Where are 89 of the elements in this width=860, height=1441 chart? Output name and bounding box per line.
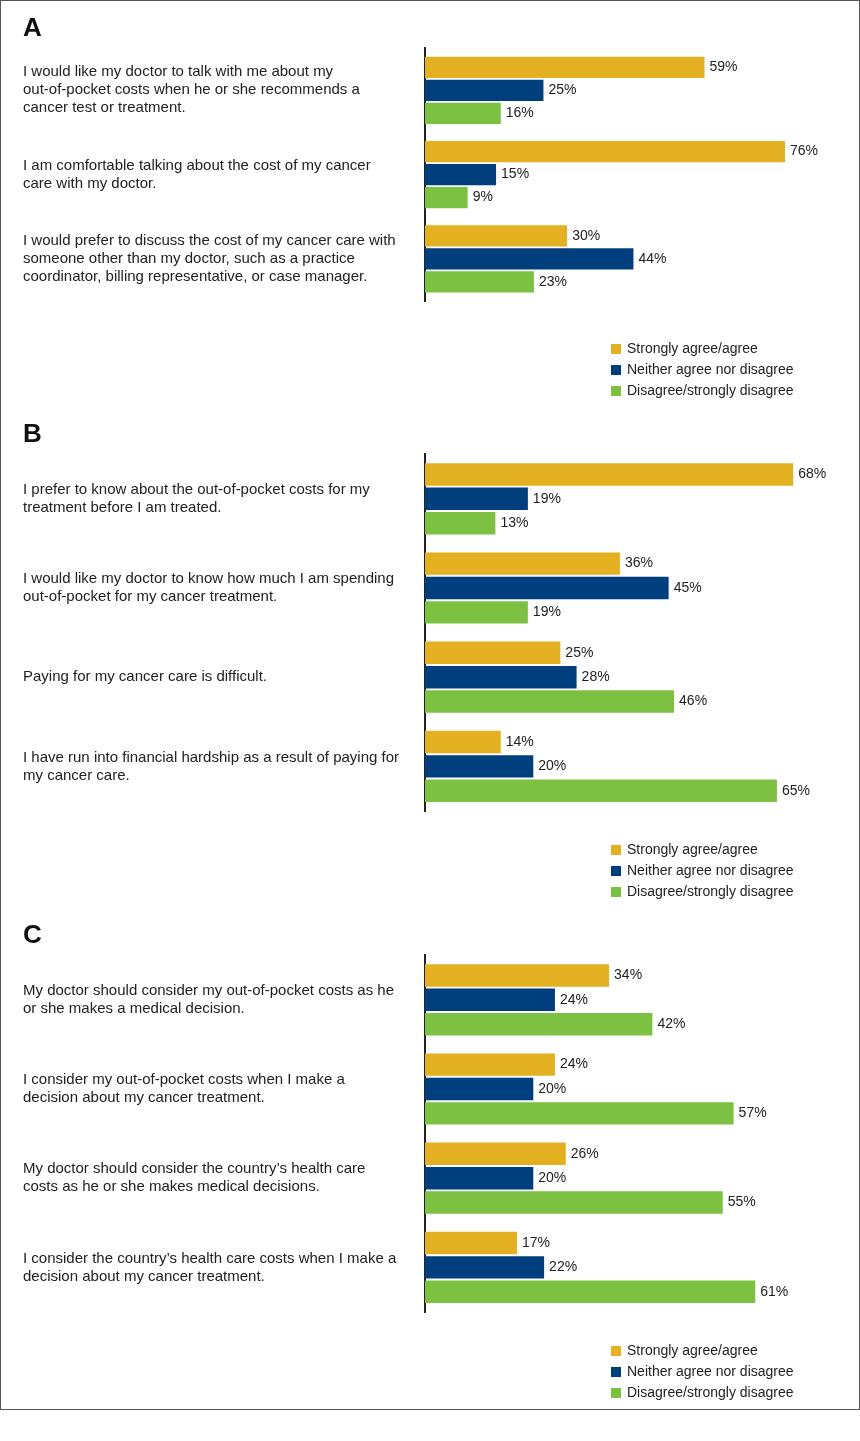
data-label: 44% — [638, 249, 667, 266]
bar — [425, 56, 705, 78]
data-label: 34% — [614, 966, 643, 983]
bar — [425, 79, 544, 101]
y-tick-label: I consider my out-of-pocket costs when I make a decision about my cancer treatment. — [23, 1070, 346, 1106]
legend-label: Strongly agree/agree — [627, 840, 758, 859]
data-label: 61% — [760, 1282, 789, 1299]
bar — [425, 1142, 566, 1166]
data-label: 25% — [548, 81, 577, 98]
bar — [425, 511, 496, 535]
bar — [425, 187, 468, 209]
text: B — [23, 417, 42, 448]
data-label: 20% — [538, 1169, 567, 1186]
bar — [425, 988, 555, 1012]
y-tick-label: I am comfortable talking about the cost of my cancer care with my doctor. — [23, 155, 371, 191]
bar — [425, 690, 675, 713]
bar — [425, 140, 786, 163]
bar — [425, 601, 528, 624]
data-label: 30% — [572, 226, 601, 243]
bar — [425, 1191, 723, 1214]
bar — [425, 665, 577, 689]
bar — [425, 1280, 756, 1303]
y-tick-label: My doctor should consider the country’s health care costs as he or she makes medical decisions. — [23, 1159, 366, 1195]
data-label: 26% — [570, 1144, 599, 1161]
text: A — [23, 11, 42, 42]
legend-label: Disagree/strongly disagree — [627, 882, 794, 901]
bar — [425, 552, 620, 575]
data-label: 9% — [472, 188, 493, 205]
legend-label: Disagree/strongly disagree — [627, 1383, 794, 1402]
y-tick-label: I have run into financial hardship as a result of paying for my cancer care. — [23, 747, 400, 783]
data-label: 57% — [738, 1104, 767, 1121]
y-tick-label: I prefer to know about the out-of-pocket costs for my treatment before I am treated. — [23, 479, 371, 515]
data-label: 20% — [538, 1079, 567, 1096]
bar — [425, 463, 794, 486]
data-label: 22% — [549, 1258, 578, 1275]
data-label: 68% — [798, 465, 827, 482]
bar — [425, 641, 561, 665]
data-label: 42% — [657, 1015, 686, 1032]
bar — [425, 1012, 653, 1036]
data-label: 28% — [581, 668, 610, 685]
bar — [425, 248, 634, 270]
bar — [425, 102, 501, 124]
data-label: 14% — [505, 732, 534, 749]
data-label: 65% — [781, 781, 810, 798]
data-label: 55% — [727, 1193, 756, 1210]
y-tick-label: I consider the country’s health care costs when I make a decision about my cancer treatment. — [23, 1248, 397, 1284]
bar — [425, 1102, 734, 1125]
bar — [425, 1053, 555, 1076]
legend-label: Neither agree nor disagree — [627, 360, 794, 379]
legend-label: Strongly agree/agree — [627, 339, 758, 358]
y-tick-label: I would like my doctor to know how much I am spending out-of-pocket for my cancer treatment. — [23, 569, 395, 605]
data-label: 15% — [501, 165, 530, 182]
bar — [425, 1256, 545, 1279]
y-tick-label: Paying for my cancer care is difficult. — [23, 667, 267, 685]
data-label: 76% — [790, 142, 819, 159]
bar — [425, 487, 528, 511]
legend-label: Strongly agree/agree — [627, 1341, 758, 1360]
y-tick-label: I would prefer to discuss the cost of my cancer care with someone other than my doctor, such as a practice coordinator, billing representative, or case manager. — [23, 231, 396, 285]
bar — [425, 755, 534, 778]
data-label: 45% — [673, 578, 702, 595]
data-label: 20% — [538, 757, 567, 774]
bar — [425, 964, 610, 987]
bar — [425, 779, 777, 802]
data-label: 25% — [565, 643, 594, 660]
data-label: 24% — [559, 990, 588, 1007]
legend-label: Neither agree nor disagree — [627, 1362, 794, 1381]
data-label: 16% — [505, 104, 534, 121]
data-label: 19% — [532, 603, 561, 620]
data-label: 46% — [679, 692, 708, 709]
y-tick-label: I would like my doctor to talk with me about my out-of-pocket costs when he or she recommends a cancer test or treatment. — [23, 62, 361, 116]
data-label: 19% — [532, 489, 561, 506]
y-tick-label: My doctor should consider my out-of-pocket costs as he or she makes a medical decision. — [23, 980, 395, 1016]
data-label: 23% — [538, 272, 567, 289]
data-label: 24% — [559, 1055, 588, 1072]
text: C — [23, 918, 42, 949]
bar — [425, 576, 669, 600]
bar — [425, 730, 501, 754]
legend-label: Neither agree nor disagree — [627, 861, 794, 880]
data-label: 36% — [624, 554, 653, 571]
bar — [425, 225, 568, 247]
data-label: 59% — [709, 58, 738, 75]
bar — [425, 1077, 534, 1101]
bar — [425, 1166, 534, 1190]
bar — [425, 271, 534, 293]
bar — [425, 164, 497, 186]
data-label: 17% — [522, 1233, 551, 1250]
data-label: 13% — [500, 514, 529, 531]
legend-label: Disagree/strongly disagree — [627, 381, 794, 400]
bar — [425, 1231, 518, 1255]
